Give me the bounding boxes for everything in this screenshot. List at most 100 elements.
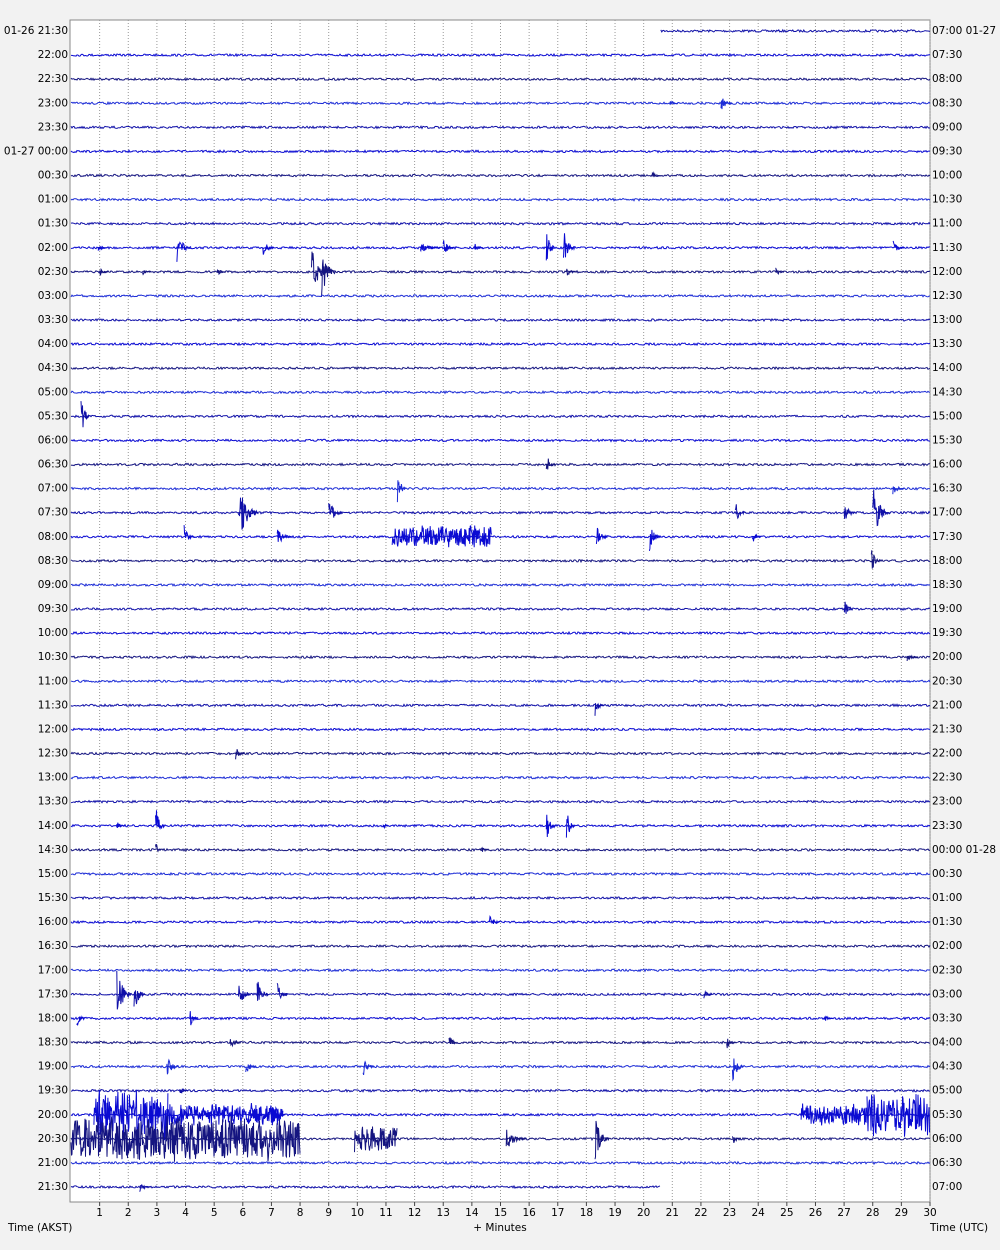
seismic-event bbox=[726, 1038, 736, 1049]
seismic-event bbox=[142, 269, 152, 276]
trace bbox=[70, 1184, 661, 1190]
left-time-label: 21:00 bbox=[38, 1157, 68, 1169]
x-tick-label: 9 bbox=[325, 1207, 332, 1219]
left-time-label: 14:00 bbox=[38, 820, 68, 832]
right-time-label: 17:00 bbox=[932, 507, 962, 519]
right-time-label: 13:30 bbox=[932, 338, 962, 350]
seismic-event bbox=[256, 981, 269, 1001]
seismic-event bbox=[505, 1129, 527, 1147]
trace bbox=[70, 1088, 931, 1093]
trace bbox=[660, 28, 930, 34]
right-time-label: 02:00 bbox=[932, 940, 962, 952]
trace bbox=[70, 77, 931, 82]
left-time-label: 22:00 bbox=[38, 49, 68, 61]
right-time-label: 10:00 bbox=[932, 170, 962, 182]
trace bbox=[70, 654, 931, 660]
trace bbox=[70, 269, 931, 275]
seismic-event bbox=[391, 525, 493, 548]
trace bbox=[70, 679, 931, 684]
trace bbox=[70, 149, 930, 154]
seismic-event bbox=[823, 1015, 833, 1021]
right-time-label: 11:30 bbox=[932, 242, 962, 254]
trace bbox=[70, 727, 931, 732]
x-tick-label: 27 bbox=[837, 1207, 850, 1219]
seismic-event bbox=[262, 244, 275, 255]
seismic-event bbox=[155, 810, 165, 830]
right-time-label: 06:00 bbox=[932, 1133, 962, 1145]
seismic-event bbox=[448, 1037, 458, 1045]
trace bbox=[70, 534, 931, 539]
left-time-label: 18:30 bbox=[38, 1037, 68, 1049]
seismic-event bbox=[594, 702, 604, 716]
seismic-event bbox=[245, 1063, 257, 1072]
seismic-event bbox=[238, 497, 259, 530]
right-time-label: 09:30 bbox=[932, 145, 962, 157]
left-time-label: 07:30 bbox=[38, 507, 68, 519]
left-time-label: 20:30 bbox=[38, 1133, 68, 1145]
trace bbox=[70, 751, 931, 756]
seismic-event bbox=[474, 243, 484, 251]
left-time-label: 04:00 bbox=[38, 338, 68, 350]
left-time-label: 19:30 bbox=[38, 1085, 68, 1097]
right-time-label: 22:30 bbox=[932, 772, 962, 784]
right-time-label: 06:30 bbox=[932, 1157, 962, 1169]
x-tick-label: 15 bbox=[494, 1207, 507, 1219]
left-time-label: 16:00 bbox=[38, 916, 68, 928]
left-time-label: 09:30 bbox=[38, 603, 68, 615]
seismic-event bbox=[139, 1184, 151, 1192]
right-time-label: 16:00 bbox=[932, 459, 962, 471]
left-time-label: 20:00 bbox=[38, 1109, 68, 1121]
x-tick-label: 12 bbox=[408, 1207, 421, 1219]
seismic-event bbox=[651, 171, 661, 177]
right-time-label: 12:30 bbox=[932, 290, 962, 302]
left-time-label: 00:30 bbox=[38, 170, 68, 182]
seismic-event bbox=[270, 1107, 286, 1123]
right-time-label: 19:00 bbox=[932, 603, 962, 615]
seismic-event bbox=[892, 240, 905, 251]
seismic-event bbox=[866, 1093, 930, 1137]
left-time-label: 10:30 bbox=[38, 651, 68, 663]
seismic-event bbox=[321, 259, 336, 298]
seismic-event bbox=[892, 485, 905, 495]
trace bbox=[70, 510, 931, 515]
right-time-label: 14:00 bbox=[932, 362, 962, 374]
left-time-label: 21:30 bbox=[38, 1181, 68, 1193]
seismic-event bbox=[565, 268, 576, 276]
seismic-event bbox=[155, 844, 162, 853]
trace bbox=[70, 823, 931, 828]
seismic-event bbox=[328, 503, 343, 518]
seismic-event bbox=[70, 1115, 301, 1162]
x-tick-label: 23 bbox=[723, 1207, 736, 1219]
seismic-event bbox=[179, 1088, 189, 1094]
x-tick-label: 24 bbox=[752, 1207, 766, 1219]
x-tick-label: 3 bbox=[154, 1207, 161, 1219]
trace bbox=[70, 799, 931, 804]
seismic-event bbox=[216, 268, 226, 276]
seismic-event bbox=[166, 1058, 178, 1075]
x-tick-label: 13 bbox=[437, 1207, 450, 1219]
left-time-label: 18:00 bbox=[38, 1012, 68, 1024]
seismic-event bbox=[396, 480, 407, 503]
right-time-label: 18:00 bbox=[932, 555, 962, 567]
right-time-label: 08:00 bbox=[932, 73, 962, 85]
right-time-label: 11:00 bbox=[932, 218, 962, 230]
right-time-label: 14:30 bbox=[932, 386, 962, 398]
x-tick-label: 11 bbox=[379, 1207, 392, 1219]
seismic-event bbox=[480, 846, 490, 853]
left-time-label: 02:00 bbox=[38, 242, 68, 254]
right-time-label: 22:00 bbox=[932, 748, 962, 760]
left-time-label: 13:00 bbox=[38, 772, 68, 784]
right-time-label: 17:30 bbox=[932, 531, 962, 543]
seismic-event bbox=[419, 243, 441, 253]
left-axis-label: Time (AKST) bbox=[7, 1222, 72, 1234]
seismic-event bbox=[238, 985, 250, 1001]
seismic-event bbox=[565, 815, 576, 838]
seismic-event bbox=[800, 1103, 868, 1126]
x-tick-label: 19 bbox=[608, 1207, 621, 1219]
right-time-label: 02:30 bbox=[932, 964, 962, 976]
right-time-label: 09:00 bbox=[932, 121, 962, 133]
left-time-label: 14:30 bbox=[38, 844, 68, 856]
seismic-event bbox=[183, 525, 196, 541]
seismic-event bbox=[731, 1136, 742, 1143]
